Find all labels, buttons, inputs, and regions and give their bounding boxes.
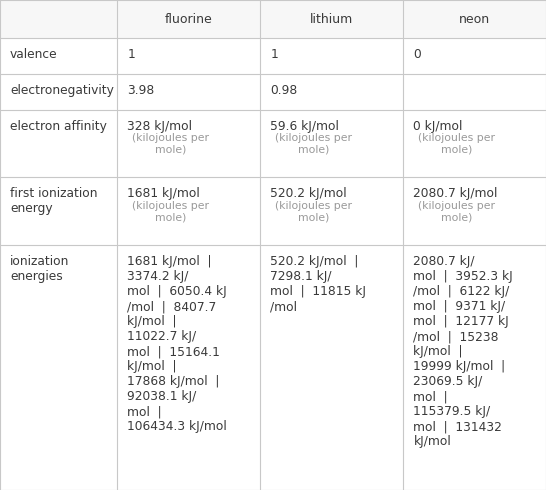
Text: first ionization
energy: first ionization energy xyxy=(10,187,98,216)
Bar xyxy=(260,110,403,177)
Text: (kilojoules per
mole): (kilojoules per mole) xyxy=(275,133,352,154)
Text: 520.2 kJ/mol: 520.2 kJ/mol xyxy=(270,187,347,200)
Bar xyxy=(403,110,546,177)
Bar xyxy=(260,38,403,74)
Bar xyxy=(403,245,546,490)
Text: 3.98: 3.98 xyxy=(127,84,155,97)
Bar xyxy=(117,0,260,38)
Text: valence: valence xyxy=(10,48,58,61)
Text: 520.2 kJ/mol  |
7298.1 kJ/
mol  |  11815 kJ
/mol: 520.2 kJ/mol | 7298.1 kJ/ mol | 11815 kJ… xyxy=(270,255,366,313)
Bar xyxy=(0,74,117,110)
Bar xyxy=(260,0,403,38)
Text: 1: 1 xyxy=(127,48,135,61)
Text: electronegativity: electronegativity xyxy=(10,84,114,97)
Bar xyxy=(117,177,260,245)
Bar xyxy=(403,38,546,74)
Text: electron affinity: electron affinity xyxy=(10,120,107,133)
Bar xyxy=(117,38,260,74)
Text: (kilojoules per
mole): (kilojoules per mole) xyxy=(418,200,495,222)
Text: 1: 1 xyxy=(270,48,278,61)
Text: (kilojoules per
mole): (kilojoules per mole) xyxy=(132,200,209,222)
Bar xyxy=(117,110,260,177)
Text: 2080.7 kJ/mol: 2080.7 kJ/mol xyxy=(413,187,498,200)
Bar xyxy=(0,245,117,490)
Text: neon: neon xyxy=(459,13,490,25)
Bar xyxy=(0,110,117,177)
Text: 1681 kJ/mol: 1681 kJ/mol xyxy=(127,187,200,200)
Text: ionization
energies: ionization energies xyxy=(10,255,69,283)
Bar xyxy=(260,74,403,110)
Text: (kilojoules per
mole): (kilojoules per mole) xyxy=(275,200,352,222)
Text: (kilojoules per
mole): (kilojoules per mole) xyxy=(418,133,495,154)
Text: 0.98: 0.98 xyxy=(270,84,298,97)
Text: 0: 0 xyxy=(413,48,422,61)
Bar xyxy=(260,245,403,490)
Bar xyxy=(260,177,403,245)
Bar xyxy=(117,74,260,110)
Text: 2080.7 kJ/
mol  |  3952.3 kJ
/mol  |  6122 kJ/
mol  |  9371 kJ/
mol  |  12177 kJ: 2080.7 kJ/ mol | 3952.3 kJ /mol | 6122 k… xyxy=(413,255,513,448)
Bar xyxy=(403,177,546,245)
Bar xyxy=(403,74,546,110)
Text: (kilojoules per
mole): (kilojoules per mole) xyxy=(132,133,209,154)
Text: 328 kJ/mol: 328 kJ/mol xyxy=(127,120,192,133)
Text: fluorine: fluorine xyxy=(165,13,213,25)
Text: 59.6 kJ/mol: 59.6 kJ/mol xyxy=(270,120,339,133)
Text: 1681 kJ/mol  |
3374.2 kJ/
mol  |  6050.4 kJ
/mol  |  8407.7
kJ/mol  |
11022.7 kJ: 1681 kJ/mol | 3374.2 kJ/ mol | 6050.4 kJ… xyxy=(127,255,227,433)
Bar xyxy=(117,245,260,490)
Bar xyxy=(0,177,117,245)
Bar xyxy=(403,0,546,38)
Bar xyxy=(0,38,117,74)
Text: 0 kJ/mol: 0 kJ/mol xyxy=(413,120,463,133)
Text: lithium: lithium xyxy=(310,13,354,25)
Bar xyxy=(0,0,117,38)
